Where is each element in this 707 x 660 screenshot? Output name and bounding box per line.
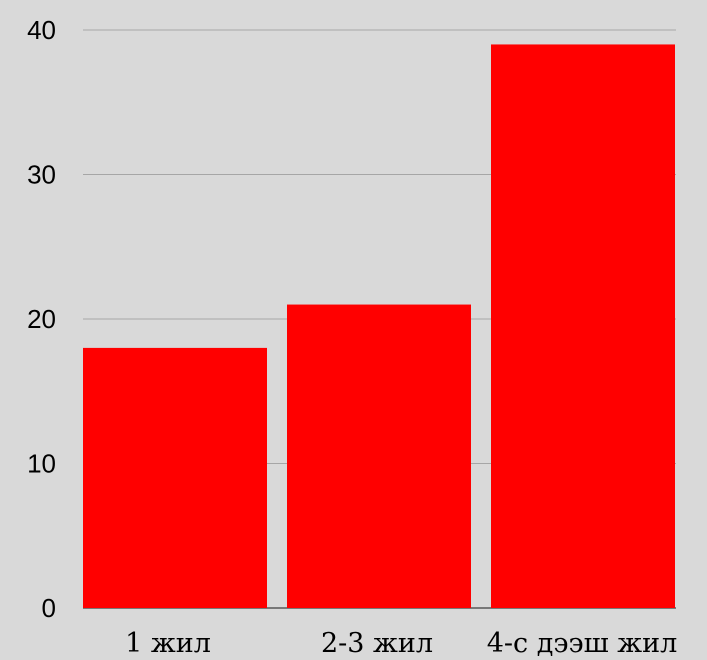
x-tick-label: 4-с дээш жил [487,628,678,659]
bar [491,44,675,608]
y-tick-label: 30 [27,160,56,190]
y-tick-label: 0 [42,593,56,623]
bars [83,44,675,608]
y-tick-label: 20 [27,304,56,334]
x-tick-label: 2-3 жил [321,628,433,659]
x-tick-label: 1 жил [125,628,211,659]
y-axis-ticks: 0 10 20 30 40 [27,15,56,623]
y-tick-label: 40 [27,15,56,45]
y-tick-label: 10 [27,449,56,479]
x-axis-ticks: 1 жил 2-3 жил 4-с дээш жил [125,628,677,659]
bar [83,347,267,608]
bar [287,304,471,608]
